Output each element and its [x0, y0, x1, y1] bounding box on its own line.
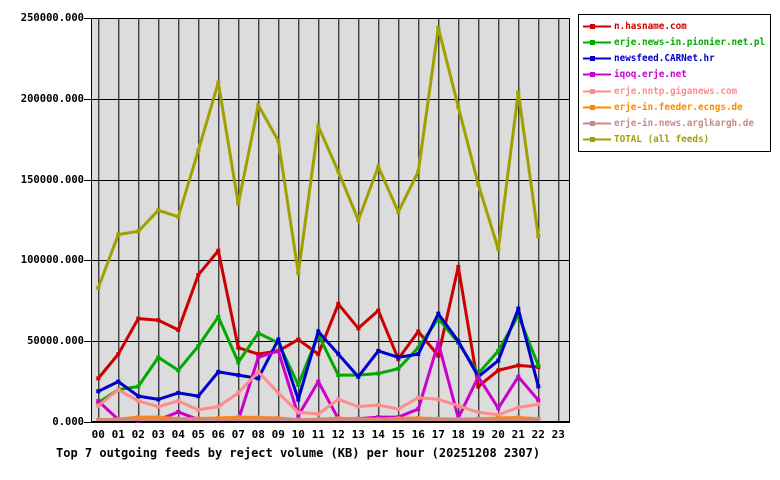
x-tick-label: 23	[551, 428, 565, 441]
legend-item: n.hasname.com	[583, 19, 768, 34]
legend-line-marker-icon	[583, 88, 611, 94]
x-tick-label: 11	[311, 428, 325, 441]
legend-line-marker-icon	[583, 120, 611, 126]
x-tick-label: 22	[531, 428, 545, 441]
plot-border	[91, 18, 570, 422]
legend-item: newsfeed.CARNet.hr	[583, 51, 768, 66]
series-erje-nntp-giganews-com	[96, 369, 541, 417]
series-newsfeed-carnet-hr	[96, 303, 541, 405]
legend-label: erje.news-in.pionier.net.pl	[614, 37, 766, 49]
x-tick-label: 17	[431, 428, 445, 441]
legend-line-marker-icon	[583, 24, 611, 30]
legend-line-marker-icon	[583, 40, 611, 46]
series-total-all-feeds-	[96, 25, 541, 290]
legend-label: newsfeed.CARNet.hr	[614, 53, 715, 65]
legend-label: erje-in.news.arglkargh.de	[614, 117, 754, 129]
x-tick-label: 08	[251, 428, 265, 441]
x-tick-label: 05	[191, 428, 205, 441]
legend-item: iqoq.erje.net	[583, 67, 768, 82]
x-tick-label: 09	[271, 428, 285, 441]
y-tick-label: 100000.000	[20, 254, 84, 266]
legend-label: TOTAL (all feeds)	[614, 133, 710, 145]
x-tick-label: 13	[351, 428, 365, 441]
x-tick-label: 06	[211, 428, 225, 441]
x-tick-label: 03	[151, 428, 165, 441]
legend-item: erje-in.feeder.ecngs.de	[583, 100, 768, 115]
legend-box: n.hasname.com erje.news-in.pionier.net.pl…	[578, 14, 771, 152]
x-tick-label: 00	[91, 428, 105, 441]
legend-item: TOTAL (all feeds)	[583, 132, 768, 147]
x-tick-label: 20	[491, 428, 505, 441]
x-tick-label: 01	[111, 428, 125, 441]
legend-label: erje.nntp.giganews.com	[614, 85, 738, 97]
x-tick-label: 21	[511, 428, 525, 441]
series-erje-in-news-arglkargh-de	[96, 417, 541, 423]
x-tick-label: 02	[131, 428, 145, 441]
legend-line-marker-icon	[583, 136, 611, 142]
y-tick-label: 200000.000	[20, 93, 84, 105]
y-tick-label: 150000.000	[20, 174, 84, 186]
x-tick-label: 12	[331, 428, 345, 441]
legend-line-marker-icon	[583, 72, 611, 78]
x-tick-label: 16	[411, 428, 425, 441]
legend-line-marker-icon	[583, 104, 611, 110]
x-tick-label: 07	[231, 428, 245, 441]
legend-item: erje-in.news.arglkargh.de	[583, 116, 768, 131]
x-tick-label: 04	[171, 428, 185, 441]
y-tick-label: 250000.000	[20, 12, 84, 24]
x-tick-label: 18	[451, 428, 465, 441]
y-tick-label: 0.000	[52, 416, 84, 428]
legend-item: erje.nntp.giganews.com	[583, 84, 768, 99]
legend-label: iqoq.erje.net	[614, 69, 687, 81]
legend-item: erje.news-in.pionier.net.pl	[583, 35, 768, 50]
x-tick-label: 10	[291, 428, 305, 441]
legend-line-marker-icon	[583, 56, 611, 62]
y-tick-label: 50000.000	[27, 335, 84, 347]
legend-label: erje-in.feeder.ecngs.de	[614, 101, 743, 113]
x-tick-label: 15	[391, 428, 405, 441]
x-tick-label: 19	[471, 428, 485, 441]
chart-title: Top 7 outgoing feeds by reject volume (K…	[56, 446, 541, 460]
legend-label: n.hasname.com	[614, 21, 687, 33]
x-tick-label: 14	[371, 428, 385, 441]
